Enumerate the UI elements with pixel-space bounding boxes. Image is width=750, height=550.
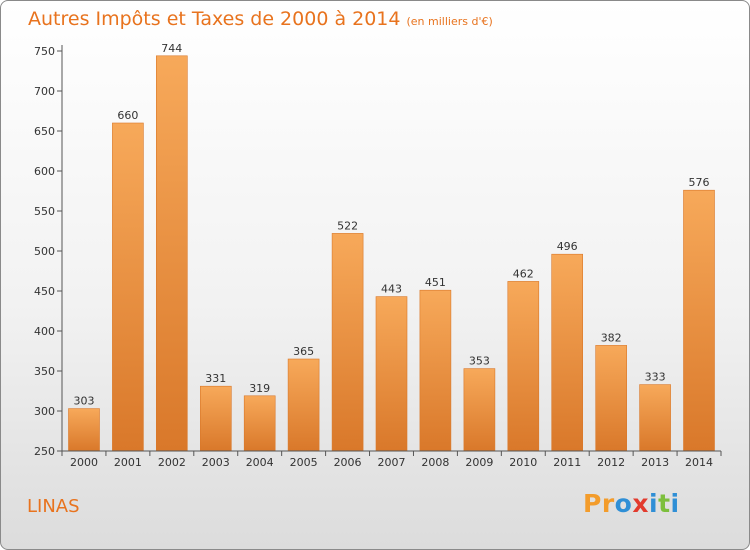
- bar-2010: [507, 281, 540, 452]
- bar-2000: [68, 408, 100, 452]
- x-tick-label: 2004: [246, 456, 274, 469]
- bar-value-label: 353: [469, 355, 490, 368]
- chart-title-main: Autres Impôts et Taxes de 2000 à 2014: [28, 8, 401, 30]
- logo-letter: o: [614, 489, 633, 518]
- y-tick-label: 550: [34, 205, 55, 218]
- y-tick-label: 600: [34, 165, 55, 178]
- bar-2012: [595, 345, 628, 452]
- y-tick-label: 700: [34, 85, 55, 98]
- chart-title: Autres Impôts et Taxes de 2000 à 2014 (en…: [28, 8, 493, 30]
- bar-value-label: 744: [161, 42, 182, 55]
- bar-value-label: 576: [689, 176, 710, 189]
- bar-value-label: 462: [513, 267, 534, 280]
- logo-letter: i: [649, 489, 659, 518]
- bar-2006: [331, 233, 364, 452]
- bar-value-label: 522: [337, 219, 358, 232]
- x-tick-label: 2001: [114, 456, 142, 469]
- x-tick-label: 2009: [465, 456, 493, 469]
- bars-layer: 303 660 744 331 319 365 522 443 451 353 462 496 382 3…: [68, 42, 715, 452]
- x-tick-label: 2002: [158, 456, 186, 469]
- y-tick-label: 250: [34, 445, 55, 458]
- bar-value-label: 443: [381, 283, 402, 296]
- y-tick-label: 500: [34, 245, 55, 258]
- x-tick-label: 2005: [290, 456, 318, 469]
- x-tick-label: 2010: [509, 456, 537, 469]
- x-tick-label: 2000: [70, 456, 98, 469]
- y-tick-label: 650: [34, 125, 55, 138]
- chart-title-unit: (en milliers d'€): [406, 15, 493, 28]
- bar-2001: [112, 122, 144, 452]
- bar-value-label: 496: [557, 240, 578, 253]
- bar-value-label: 331: [205, 372, 226, 385]
- bar-value-label: 660: [117, 109, 138, 122]
- logo-letter: x: [632, 489, 649, 518]
- x-tick-label: 2011: [553, 456, 581, 469]
- bar-value-label: 451: [425, 276, 446, 289]
- x-tick-label: 2013: [641, 456, 669, 469]
- logo-letter: t: [658, 489, 671, 518]
- x-tick-label: 2006: [334, 456, 362, 469]
- bar-2011: [551, 253, 584, 452]
- bar-2009: [463, 368, 496, 452]
- bar-2013: [639, 384, 671, 452]
- x-tick-label: 2003: [202, 456, 230, 469]
- logo-letter: r: [601, 489, 615, 518]
- proxiti-logo[interactable]: Proxiti: [583, 489, 680, 518]
- bar-2014: [683, 189, 715, 452]
- bar-value-label: 303: [74, 395, 95, 408]
- x-tick-label: 2012: [597, 456, 625, 469]
- bar-value-label: 382: [601, 331, 622, 344]
- y-tick-label: 350: [34, 365, 55, 378]
- y-tick-label: 300: [34, 405, 55, 418]
- bar-value-label: 319: [249, 382, 270, 395]
- y-tick-label: 750: [34, 45, 55, 58]
- bar-2005: [287, 358, 320, 452]
- x-tick-label: 2007: [378, 456, 406, 469]
- axis-layer: 250 300 350 400 450 500 550 600 650 700 750 2000 200…: [34, 45, 722, 469]
- bar-2008: [419, 289, 452, 452]
- bar-2002: [156, 55, 188, 452]
- y-tick-label: 400: [34, 325, 55, 338]
- y-tick-label: 450: [34, 285, 55, 298]
- bar-value-label: 333: [645, 371, 666, 384]
- x-tick-label: 2014: [685, 456, 713, 469]
- logo-letter: P: [583, 489, 602, 518]
- bar-value-label: 365: [293, 345, 314, 358]
- bar-2003: [200, 385, 232, 452]
- location-label: LINAS: [27, 496, 80, 517]
- bar-2004: [243, 395, 276, 452]
- bar-2007: [375, 296, 408, 452]
- x-tick-label: 2008: [421, 456, 449, 469]
- logo-letter: i: [670, 489, 680, 518]
